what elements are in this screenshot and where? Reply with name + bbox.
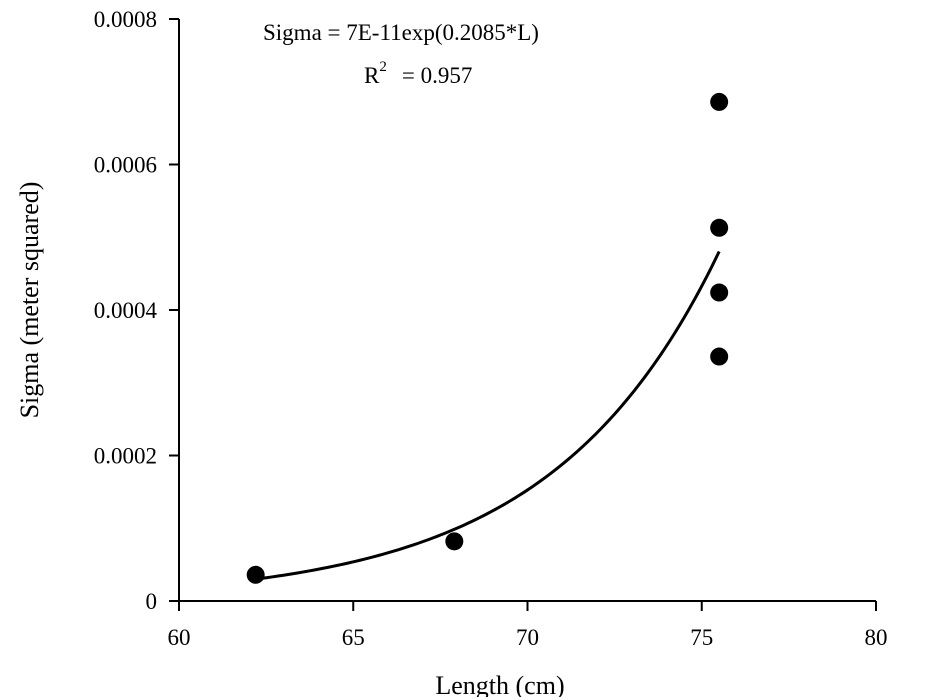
x-axis-title: Length (cm): [435, 671, 564, 697]
y-tick-label: 0: [146, 589, 158, 614]
r-squared-value: = 0.957: [402, 63, 472, 88]
y-tick-label: 0.0006: [94, 153, 157, 178]
y-axis-title: Sigma (meter squared): [15, 182, 44, 419]
y-tick-label: 0.0002: [94, 444, 157, 469]
data-point: [246, 565, 265, 584]
fit-curve: [255, 250, 721, 581]
y-tick-label: 0.0008: [94, 7, 157, 32]
x-tick-label: 65: [342, 625, 365, 650]
data-point: [710, 92, 729, 111]
r-squared-prefix: R: [364, 63, 380, 88]
x-tick-label: 60: [168, 625, 191, 650]
r-squared-superscript: 2: [379, 59, 387, 75]
x-tick-label: 80: [865, 625, 888, 650]
y-axis-ticks: 0 0.0002 0.0004 0.0006 0.0008: [94, 7, 179, 614]
data-point: [710, 218, 729, 237]
data-points: [246, 92, 729, 584]
fit-equation: Sigma = 7E-11exp(0.2085*L): [263, 20, 539, 45]
x-tick-label: 70: [516, 625, 539, 650]
plot-area: [246, 92, 729, 584]
r-squared: R2 = 0.957: [364, 59, 472, 88]
y-tick-label: 0.0004: [94, 298, 158, 323]
x-tick-label: 75: [690, 625, 713, 650]
data-point: [710, 283, 729, 302]
data-point: [710, 347, 729, 366]
data-point: [445, 532, 464, 551]
x-axis-ticks: 60 65 70 75 80: [168, 601, 888, 650]
